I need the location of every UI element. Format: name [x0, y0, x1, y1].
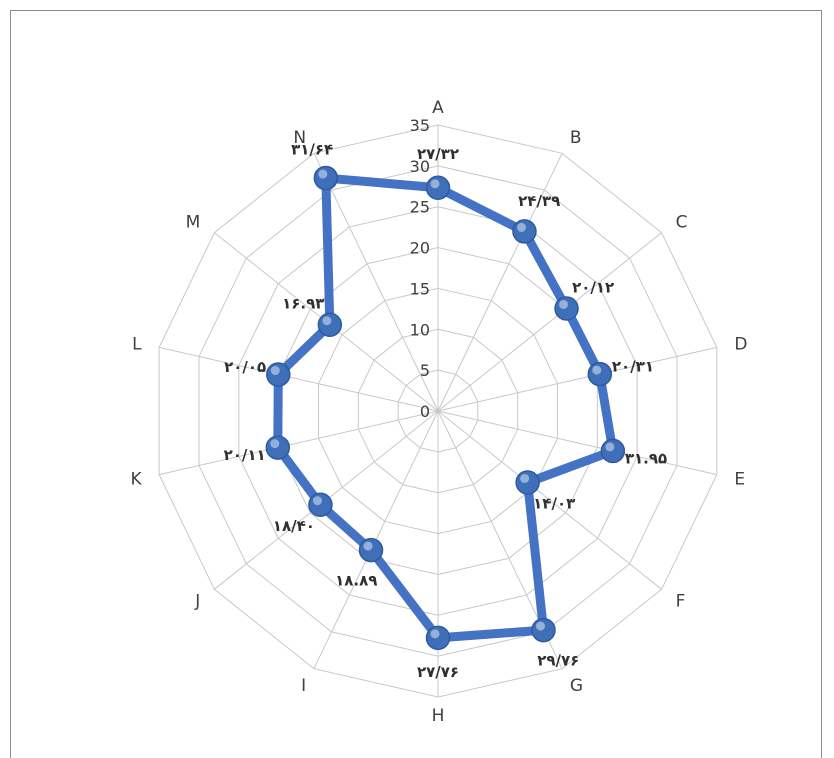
data-label: ۱۶.۹۳ — [282, 295, 324, 313]
radar-grid — [158, 124, 718, 698]
chart-frame — [10, 10, 822, 758]
data-point — [317, 312, 343, 337]
data-label: ۲۰/۳۱ — [612, 358, 654, 376]
data-point — [512, 219, 537, 244]
data-point — [600, 438, 626, 464]
data-label: ۲۹/۷۶ — [537, 652, 579, 670]
data-labels: ۲۷/۳۲ ۲۴/۳۹ ۲۰/۱۲ ۲۰/۳۱ ۳۱.۹۵ ۱۴/۰۳ ۲۹/۷۶ ۲۷/۷۶… — [224, 141, 668, 681]
data-point — [313, 165, 339, 191]
data-label: ۱۴/۰۳ — [533, 495, 575, 513]
data-point-highlight — [322, 316, 332, 326]
tick-label: 25 — [410, 198, 430, 217]
data-point-highlight — [520, 473, 530, 483]
data-point-highlight — [270, 439, 280, 449]
data-label: ۲۴/۳۹ — [518, 192, 560, 210]
data-point — [515, 470, 540, 495]
category-label: C — [676, 212, 688, 232]
category-label: M — [186, 212, 201, 232]
category-label: E — [734, 470, 745, 490]
series-line — [273, 173, 618, 643]
category-label: D — [734, 334, 747, 354]
category-label: N — [293, 128, 306, 148]
category-labels: A B C D E F G H I J K L M N — [130, 98, 747, 726]
category-label: B — [570, 128, 582, 148]
data-point — [266, 362, 291, 387]
data-point-highlight — [559, 299, 569, 309]
data-point — [358, 537, 384, 563]
category-label: F — [676, 592, 686, 612]
data-point — [425, 625, 451, 651]
data-label: ۲۷/۷۶ — [417, 663, 459, 681]
data-label: ۳۱.۹۵ — [625, 449, 667, 467]
data-label: ۲۰/۰۵ — [224, 358, 266, 376]
data-label: ۱۸.۸۹ — [335, 572, 377, 590]
data-label: ۲۰/۱۲ — [572, 278, 614, 296]
data-point-highlight — [605, 442, 615, 452]
data-label: ۱۸/۴۰ — [273, 517, 315, 535]
data-point — [531, 617, 556, 643]
data-point-highlight — [270, 366, 280, 376]
category-label: I — [301, 676, 306, 696]
data-point-highlight — [536, 621, 546, 631]
data-point-highlight — [312, 496, 322, 506]
data-label: ۳۱/۶۴ — [291, 141, 333, 159]
category-label: K — [130, 470, 142, 490]
category-label: L — [132, 334, 142, 354]
category-label: J — [194, 592, 200, 612]
tick-label: 10 — [410, 320, 430, 339]
data-label: ۲۰/۱۱ — [224, 446, 266, 464]
data-point — [308, 492, 333, 517]
category-label: H — [432, 706, 445, 726]
grid-spoke — [437, 232, 662, 412]
data-point-highlight — [430, 179, 440, 189]
category-label: A — [432, 98, 444, 118]
data-point-highlight — [363, 541, 373, 551]
data-point-highlight — [430, 629, 440, 639]
tick-label: 35 — [410, 116, 430, 135]
grid-spoke — [159, 346, 439, 412]
tick-label: 15 — [410, 279, 430, 298]
data-point-highlight — [592, 365, 602, 375]
data-label: ۲۷/۳۲ — [417, 145, 459, 163]
data-point-highlight — [516, 222, 526, 232]
radial-axis-ticks: 0 5 10 15 20 25 30 35 — [410, 116, 430, 421]
series — [265, 165, 626, 651]
tick-label: 20 — [410, 239, 430, 258]
tick-label: 5 — [420, 361, 430, 380]
tick-label: 30 — [410, 157, 430, 176]
data-point — [587, 361, 613, 387]
data-point-highlight — [318, 169, 328, 179]
grid-spoke — [437, 410, 662, 590]
grid-spoke — [159, 410, 439, 476]
data-point — [425, 175, 451, 201]
data-point — [265, 435, 291, 460]
data-point — [554, 296, 579, 321]
grid-spoke — [313, 153, 439, 412]
grid-spoke — [437, 346, 717, 412]
category-label: G — [570, 676, 583, 696]
grid-spoke — [437, 153, 563, 412]
grid-spoke — [437, 410, 717, 476]
tick-label: 0 — [420, 402, 430, 421]
